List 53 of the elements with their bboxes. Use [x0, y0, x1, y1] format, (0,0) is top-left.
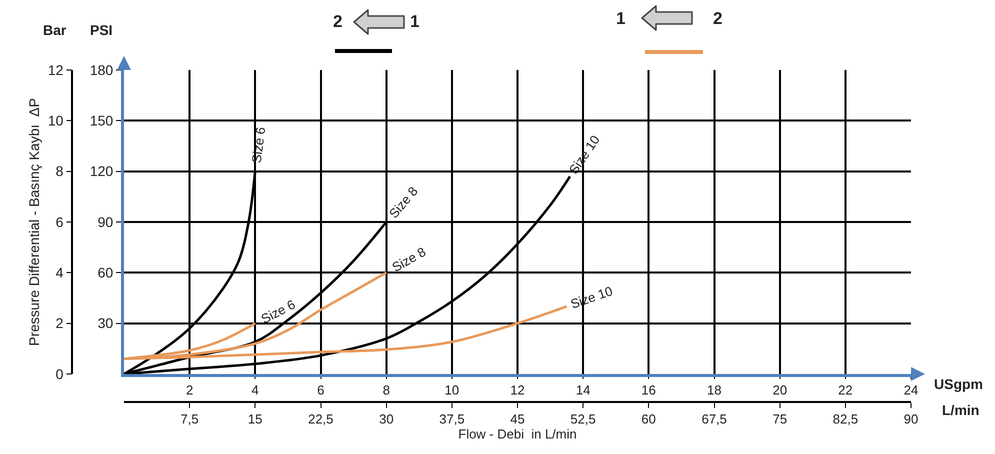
x-tick-label: 12	[510, 382, 525, 398]
x-tick-label: 22	[838, 382, 853, 398]
x-tick-label: 4	[252, 382, 259, 398]
x-tick-label: 8	[382, 382, 390, 398]
text: 1	[616, 9, 626, 28]
x-tick-label: 10	[444, 382, 460, 398]
x2-tick-label: 7,5	[180, 411, 199, 426]
x-tick-label: 2	[186, 382, 194, 398]
text: USgpm	[934, 376, 983, 392]
y-tick-label: 0	[56, 366, 64, 382]
y-tick-label: 4	[56, 264, 64, 281]
text: Size 10	[568, 283, 614, 312]
y2-tick-label: 90	[98, 214, 114, 230]
y-tick-label: 10	[48, 112, 64, 129]
text: Bar	[43, 22, 67, 38]
text: 2	[713, 9, 722, 28]
x-tick-label: 6	[317, 382, 324, 398]
x2-tick-label: 60	[641, 411, 656, 426]
x-tick-label: 18	[707, 382, 722, 398]
x2-tick-label: 15	[248, 411, 262, 426]
y2-tick-label: 30	[98, 315, 114, 332]
y2-tick-label: 120	[90, 163, 114, 180]
x-tick-label: 20	[772, 382, 788, 398]
x2-tick-label: 90	[904, 411, 918, 426]
x2-tick-label: 75	[772, 411, 788, 426]
y2-tick-label: 180	[90, 62, 114, 78]
x2-tick-label: 22,5	[308, 411, 334, 426]
text: PSI	[90, 22, 113, 38]
y-axis-title: Pressure Differential - Basınç Kaybı ΔP	[26, 98, 42, 346]
text: Size 8	[389, 244, 428, 275]
text: 1	[410, 12, 420, 31]
text: Size 8	[386, 184, 421, 222]
x2-tick-label: 45	[510, 411, 525, 426]
x-axis-title: Flow - Debi in L/min	[458, 426, 577, 442]
y2-tick-label: 60	[98, 264, 114, 281]
text: L/min	[942, 402, 980, 418]
x-tick-label: 16	[641, 382, 656, 398]
y-tick-label: 6	[56, 214, 64, 230]
y-tick-label: 2	[56, 315, 64, 332]
x2-tick-label: 52,5	[570, 411, 596, 426]
y-tick-label: 12	[48, 62, 64, 78]
text: Size 6	[258, 296, 298, 327]
y-tick-label: 8	[56, 163, 64, 180]
x2-tick-label: 37,5	[439, 411, 465, 426]
x2-tick-label: 82,5	[832, 411, 858, 426]
text: 2	[333, 12, 342, 31]
text: Size 10	[566, 132, 603, 177]
text: Size 6	[248, 126, 268, 164]
x-tick-label: 14	[576, 382, 590, 398]
y2-tick-label: 150	[90, 112, 114, 129]
x2-tick-label: 30	[379, 411, 394, 426]
x-tick-label: 24	[904, 382, 918, 398]
x2-tick-label: 67,5	[702, 411, 727, 426]
